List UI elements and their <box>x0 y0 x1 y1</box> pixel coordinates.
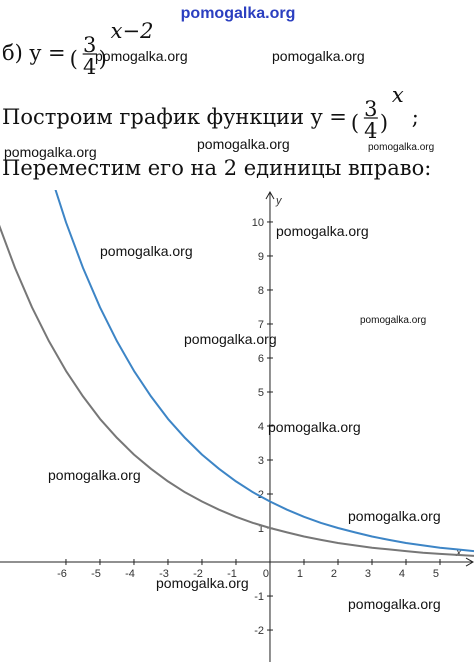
denominator: 4 <box>364 119 377 143</box>
y-tick-label: 9 <box>258 251 264 263</box>
x-tick-label: -5 <box>91 568 101 580</box>
paren: ( <box>351 111 359 135</box>
numerator: 3 <box>364 97 377 121</box>
x-tick-label: 3 <box>365 568 371 580</box>
y-arrow <box>265 190 275 200</box>
line-text: Переместим его на 2 единицы вправо: <box>2 156 431 180</box>
watermark: pomogalka.org <box>272 48 365 64</box>
y-tick-label: 4 <box>258 421 264 433</box>
curve <box>0 224 474 557</box>
watermark: pomogalka.org <box>184 331 277 347</box>
x-axis-label: x <box>455 547 462 559</box>
x-tick-label: 2 <box>331 568 337 580</box>
curve <box>54 190 474 553</box>
watermark: pomogalka.org <box>156 575 249 591</box>
x-tick-label: -4 <box>125 568 135 580</box>
x-arrow <box>465 557 474 567</box>
suffix: ; <box>412 105 419 129</box>
watermark: pomogalka.org <box>348 596 441 612</box>
watermark: pomogalka.org <box>4 144 97 160</box>
formula-text: б) y = <box>2 41 66 65</box>
exponent: x <box>392 83 404 107</box>
y-tick-label: 7 <box>258 319 264 331</box>
watermark: pomogalka.org <box>276 223 369 239</box>
watermark: pomogalka.org <box>360 315 426 326</box>
exponent: x−2 <box>111 19 154 43</box>
x-tick-label: -6 <box>57 568 67 580</box>
watermark: pomogalka.org <box>268 419 361 435</box>
x-tick-label: 0 <box>263 568 269 580</box>
y-tick-label: 1 <box>258 523 264 535</box>
watermark: pomogalka.org <box>95 48 188 64</box>
numerator: 3 <box>83 33 96 57</box>
formula-text: Построим график функции y = <box>2 105 347 129</box>
y-tick-label: 3 <box>258 455 264 467</box>
denominator: 4 <box>83 55 96 79</box>
y-tick-label: -1 <box>254 591 264 603</box>
watermark: pomogalka.org <box>348 508 441 524</box>
y-tick-label: -2 <box>254 625 264 637</box>
paren: ) <box>99 47 107 71</box>
paren: ) <box>380 111 388 135</box>
y-tick-label: 5 <box>258 387 264 399</box>
y-tick-label: 8 <box>258 285 264 297</box>
x-tick-label: 1 <box>297 568 303 580</box>
watermark: pomogalka.org <box>100 243 193 259</box>
x-tick-label: -2 <box>193 568 203 580</box>
x-tick-label: -3 <box>159 568 169 580</box>
y-tick-label: 10 <box>252 217 264 229</box>
y-tick-label: 6 <box>258 353 264 365</box>
plot <box>0 190 474 557</box>
paren: ( <box>70 47 78 71</box>
y-axis-label: y <box>275 195 283 207</box>
site-header: pomogalka.org <box>181 5 296 22</box>
watermark: pomogalka.org <box>48 467 141 483</box>
x-tick-label: -1 <box>227 568 237 580</box>
x-tick-label: 5 <box>433 568 439 580</box>
watermark: pomogalka.org <box>368 142 434 153</box>
y-tick-label: 2 <box>258 489 264 501</box>
watermark: pomogalka.org <box>197 136 290 152</box>
x-tick-label: 4 <box>399 568 405 580</box>
